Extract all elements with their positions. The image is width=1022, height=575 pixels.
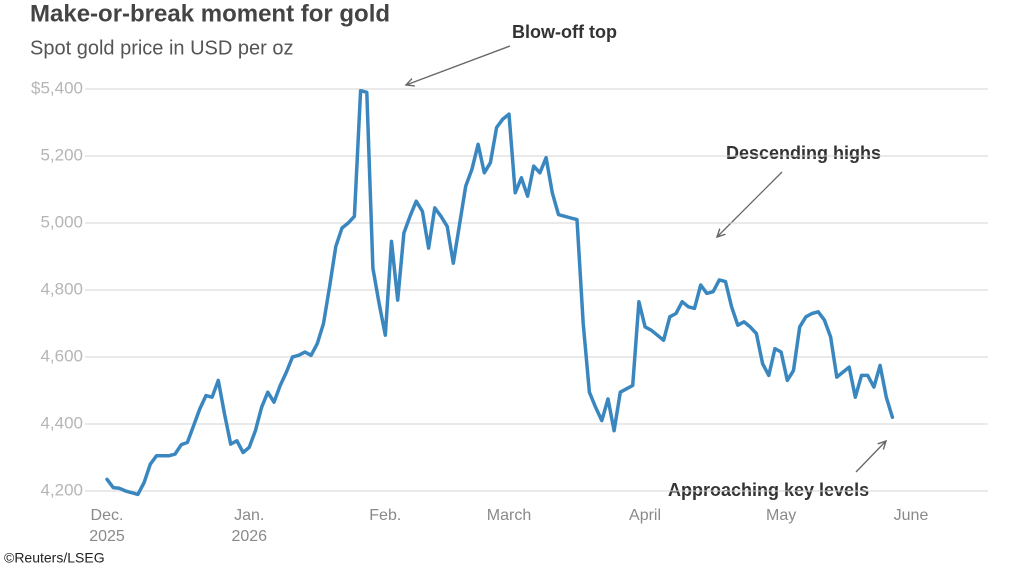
- price-line: [105, 88, 895, 497]
- x-tick-label: Feb.: [369, 507, 402, 524]
- source: ©Reuters/LSEG: [4, 550, 105, 566]
- annotation: Blow-off top: [512, 22, 617, 42]
- y-tick-label: 4,800: [40, 279, 83, 298]
- y-tick-label: 5,200: [40, 145, 83, 164]
- chart-subtitle: Spot gold price in USD per oz: [30, 37, 293, 59]
- annotation-arrow: [406, 45, 511, 85]
- y-tick-label: 5,000: [40, 212, 83, 231]
- annotation-arrow: [717, 171, 783, 237]
- annotation: Approaching key levels: [668, 480, 869, 500]
- annotation: Descending highs: [726, 143, 881, 163]
- x-tick-label: May: [765, 507, 797, 524]
- x-tick-label: Jan. 2026: [231, 507, 268, 545]
- x-tick-label: March: [486, 507, 532, 524]
- y-tick-label: 4,400: [40, 413, 83, 432]
- x-tick-label: June: [893, 507, 929, 524]
- x-tick-label: Dec. 2025: [89, 507, 125, 545]
- y-tick-label: $5,400: [31, 78, 83, 97]
- y-tick-label: 4,200: [40, 480, 83, 499]
- annotation-arrow: [855, 441, 886, 473]
- y-tick-label: 4,600: [40, 346, 83, 365]
- chart-title: Make-or-break moment for gold: [30, 0, 390, 27]
- x-tick-label: April: [629, 507, 662, 524]
